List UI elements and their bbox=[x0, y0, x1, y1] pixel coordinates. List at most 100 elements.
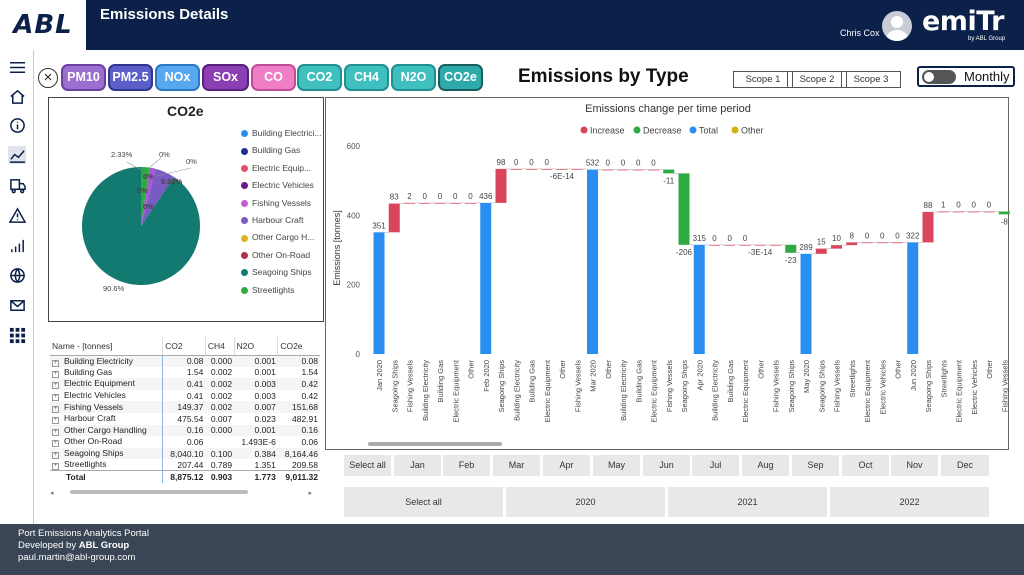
month-jan[interactable]: Jan bbox=[394, 455, 441, 476]
home-icon[interactable] bbox=[8, 87, 26, 105]
legend-item[interactable]: Streetlights bbox=[241, 285, 326, 295]
table-row[interactable]: + Building Electricity 0.08 0.000 0.001 0.08 bbox=[50, 355, 320, 367]
waterfall-bar[interactable] bbox=[465, 202, 476, 204]
waterfall-bar[interactable] bbox=[617, 169, 629, 171]
waterfall-bar[interactable] bbox=[480, 202, 492, 354]
table-row[interactable]: + Harbour Craft 475.54 0.007 0.023 482.91 bbox=[50, 412, 320, 425]
year-2020[interactable]: 2020 bbox=[506, 487, 665, 517]
avatar[interactable] bbox=[882, 11, 912, 41]
month-aug[interactable]: Aug bbox=[742, 455, 789, 476]
legend-item[interactable]: Electric Equip... bbox=[241, 163, 326, 173]
legend-item[interactable]: Other On-Road bbox=[241, 250, 326, 260]
month-sep[interactable]: Sep bbox=[792, 455, 839, 476]
legend-item[interactable]: Building Gas bbox=[241, 145, 326, 155]
waterfall-bar[interactable] bbox=[800, 253, 812, 354]
legend-item[interactable]: Building Electrici... bbox=[241, 128, 326, 138]
legend-item[interactable]: Electric Vehicles bbox=[241, 180, 326, 190]
table-row[interactable]: + Fishing Vessels 149.37 0.002 0.007 151.68 bbox=[50, 401, 320, 413]
truck-icon[interactable] bbox=[8, 176, 26, 194]
month-feb[interactable]: Feb bbox=[443, 455, 490, 476]
monthly-toggle[interactable]: Monthly bbox=[917, 66, 1015, 87]
chart-scroll-thumb[interactable] bbox=[368, 442, 502, 446]
waterfall-bar[interactable] bbox=[785, 244, 797, 253]
expand-icon[interactable]: + bbox=[52, 405, 59, 413]
waterfall-bar[interactable] bbox=[724, 244, 736, 246]
expand-icon[interactable]: + bbox=[52, 359, 59, 367]
month-nov[interactable]: Nov bbox=[891, 455, 938, 476]
pie-slice[interactable] bbox=[141, 167, 156, 226]
menu-icon[interactable] bbox=[8, 58, 26, 76]
expand-icon[interactable]: + bbox=[52, 440, 59, 448]
expand-icon[interactable]: + bbox=[52, 394, 59, 402]
column-header[interactable]: CO2 bbox=[162, 337, 206, 356]
table-scrollbar[interactable]: ◂ ▸ bbox=[50, 485, 320, 497]
waterfall-bar[interactable] bbox=[922, 211, 934, 243]
expand-icon[interactable]: + bbox=[52, 382, 59, 390]
table-row[interactable]: + Seagoing Ships 8,040.10 0.100 0.384 8,164.4… bbox=[50, 447, 320, 460]
waterfall-bar[interactable] bbox=[510, 168, 522, 170]
filter-pill-ch4[interactable]: CH4 bbox=[344, 64, 389, 91]
expand-icon[interactable]: + bbox=[52, 428, 59, 436]
legend-item[interactable]: Fishing Vessels bbox=[241, 198, 326, 208]
filter-pill-nox[interactable]: NOx bbox=[155, 64, 200, 91]
waterfall-bar[interactable] bbox=[693, 244, 705, 354]
year-select-all[interactable]: Select all bbox=[344, 487, 503, 517]
scope-1-button[interactable]: Scope 1 bbox=[733, 71, 793, 88]
waterfall-bar[interactable] bbox=[983, 211, 995, 213]
expand-icon[interactable]: + bbox=[52, 452, 59, 460]
waterfall-bar[interactable] bbox=[434, 202, 446, 204]
waterfall-bar[interactable] bbox=[648, 169, 659, 171]
bar-chart-icon[interactable] bbox=[8, 236, 26, 254]
waterfall-bar[interactable] bbox=[709, 244, 720, 246]
expand-icon[interactable]: + bbox=[52, 417, 59, 425]
expand-icon[interactable]: + bbox=[52, 370, 59, 378]
waterfall-bar[interactable] bbox=[663, 169, 675, 174]
close-icon[interactable]: × bbox=[38, 68, 58, 88]
filter-pill-pm10[interactable]: PM10 bbox=[61, 64, 106, 91]
waterfall-bar[interactable] bbox=[876, 242, 888, 244]
waterfall-bar[interactable] bbox=[678, 173, 690, 245]
waterfall-bar[interactable] bbox=[937, 211, 949, 213]
chart-line-icon[interactable] bbox=[8, 146, 26, 164]
pie-slice[interactable] bbox=[141, 167, 150, 226]
table-row[interactable]: + Electric Equipment 0.41 0.002 0.003 0.42 bbox=[50, 378, 320, 390]
month-mar[interactable]: Mar bbox=[493, 455, 540, 476]
scope-3-button[interactable]: Scope 3 bbox=[841, 71, 901, 88]
scroll-left-icon[interactable]: ◂ bbox=[50, 489, 54, 497]
waterfall-bar[interactable] bbox=[373, 232, 385, 354]
column-header[interactable]: N2O bbox=[233, 337, 278, 356]
waterfall-bar[interactable] bbox=[770, 244, 781, 246]
table-row[interactable]: + Streetlights 207.44 0.789 1.351 209.58 bbox=[50, 459, 320, 471]
warning-icon[interactable] bbox=[8, 206, 26, 224]
filter-pill-n2o[interactable]: N2O bbox=[391, 64, 436, 91]
month-oct[interactable]: Oct bbox=[842, 455, 889, 476]
pie-slice[interactable] bbox=[141, 168, 174, 226]
column-header[interactable]: CO2e bbox=[277, 337, 320, 356]
toggle-switch[interactable] bbox=[922, 70, 956, 84]
waterfall-bar[interactable] bbox=[495, 168, 507, 203]
table-row[interactable]: + Other On-Road 0.06 1.493E-6 0.06 bbox=[50, 436, 320, 448]
waterfall-bar[interactable] bbox=[831, 245, 842, 249]
filter-pill-co2[interactable]: CO2 bbox=[297, 64, 342, 91]
year-2022[interactable]: 2022 bbox=[830, 487, 989, 517]
month-dec[interactable]: Dec bbox=[941, 455, 989, 476]
waterfall-bar[interactable] bbox=[541, 168, 553, 170]
footer-email[interactable]: paul.martin@abl-group.com bbox=[18, 552, 136, 563]
pie-slice[interactable] bbox=[82, 167, 201, 285]
month-jun[interactable]: Jun bbox=[643, 455, 690, 476]
waterfall-bar[interactable] bbox=[846, 242, 858, 246]
column-header[interactable]: Name - [tonnes] bbox=[50, 337, 163, 356]
waterfall-bar[interactable] bbox=[602, 169, 614, 171]
waterfall-bar[interactable] bbox=[998, 211, 1010, 215]
filter-pill-co2e[interactable]: CO2e bbox=[438, 64, 483, 91]
filter-pill-sox[interactable]: SOx bbox=[202, 64, 249, 91]
waterfall-bar[interactable] bbox=[419, 202, 431, 204]
table-row[interactable]: + Building Gas 1.54 0.002 0.001 1.54 bbox=[50, 366, 320, 379]
waterfall-bar[interactable] bbox=[404, 202, 415, 204]
month-apr[interactable]: Apr bbox=[543, 455, 590, 476]
info-icon[interactable] bbox=[8, 116, 26, 134]
legend-item[interactable]: Harbour Craft bbox=[241, 215, 326, 225]
month-may[interactable]: May bbox=[593, 455, 640, 476]
table-row[interactable]: + Electric Vehicles 0.41 0.002 0.003 0.42 bbox=[50, 389, 320, 402]
scroll-thumb[interactable] bbox=[70, 489, 248, 494]
